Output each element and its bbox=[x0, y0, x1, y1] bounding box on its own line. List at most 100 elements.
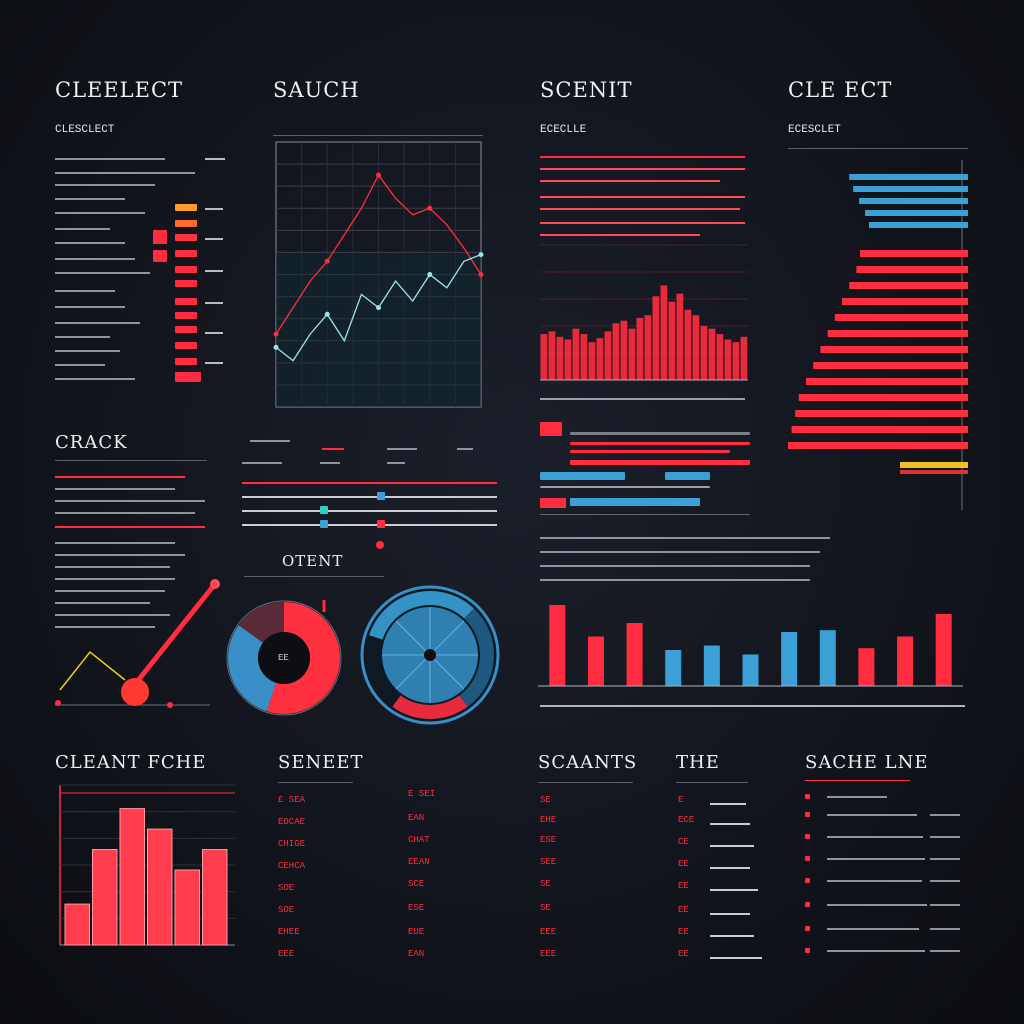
bottom-3-list: SE EHE ESE SEE SE SE EEE EEE bbox=[540, 795, 635, 965]
mixed-bar bbox=[549, 605, 566, 686]
column-bar bbox=[604, 331, 612, 380]
column-bar bbox=[708, 328, 716, 380]
list-item: £ SEA bbox=[278, 795, 306, 805]
list-item: ECE bbox=[678, 815, 695, 825]
line-point bbox=[273, 331, 279, 337]
column-bar bbox=[668, 301, 676, 380]
line-point bbox=[478, 272, 484, 277]
panel-3-text-block bbox=[540, 150, 750, 240]
column-bar bbox=[676, 293, 684, 380]
list-item: EEE bbox=[540, 927, 557, 937]
hbar-yellow bbox=[900, 462, 968, 468]
gauge-needle-graphic bbox=[55, 579, 220, 708]
mixed-bar bbox=[819, 630, 836, 686]
line-point bbox=[376, 305, 381, 311]
bottom-title-1: CLEANT FCHE bbox=[55, 752, 207, 773]
hbar-blue bbox=[865, 210, 968, 216]
list-item: SOE bbox=[278, 883, 295, 893]
column-bar bbox=[700, 326, 708, 380]
list-item: EE bbox=[678, 859, 689, 869]
bottom-3-rule bbox=[538, 782, 633, 783]
donut-slice bbox=[228, 625, 276, 712]
donut-slice bbox=[266, 602, 340, 714]
column-bar bbox=[684, 309, 692, 380]
list-item: EEE bbox=[278, 949, 295, 959]
mid-left-text-block bbox=[55, 470, 215, 640]
panel-3-subtitle: ECECLLE bbox=[540, 124, 587, 136]
mixed-chart-axis-labels bbox=[540, 700, 965, 712]
mixed-bar bbox=[665, 650, 682, 686]
panel-3-axis-labels bbox=[540, 392, 750, 406]
list-item: EHEE bbox=[278, 927, 300, 937]
mid-right-text-block bbox=[540, 535, 840, 585]
column-bar bbox=[732, 342, 740, 380]
bottom-title-3: SCAANTS bbox=[538, 752, 638, 773]
mixed-bar bbox=[703, 645, 720, 686]
dial-segment bbox=[392, 695, 468, 719]
panel-2-rule bbox=[273, 135, 483, 136]
list-item: EE bbox=[678, 927, 689, 937]
column-bar bbox=[588, 342, 596, 380]
mixed-bar bbox=[897, 636, 914, 686]
panel-3-progress-bars bbox=[540, 420, 750, 520]
list-item: CE bbox=[678, 837, 689, 847]
line-point bbox=[427, 205, 433, 211]
list-item: ESE bbox=[408, 903, 425, 913]
list-item: SEE bbox=[540, 857, 557, 867]
gauge-rule bbox=[244, 576, 384, 577]
list-item: E bbox=[678, 795, 684, 805]
mixed-bar bbox=[935, 614, 952, 686]
bottom-5-list bbox=[805, 792, 965, 967]
small-bar bbox=[147, 828, 173, 946]
column-bar bbox=[612, 323, 620, 380]
column-bar bbox=[660, 285, 668, 380]
column-bar bbox=[644, 315, 652, 380]
column-bar bbox=[564, 339, 572, 380]
panel-1-subtitle: CLESCLECT bbox=[55, 124, 115, 136]
hbar-red bbox=[806, 378, 968, 385]
line-point bbox=[324, 311, 330, 317]
hbar-red bbox=[834, 314, 968, 321]
mid-left-title: CRACK bbox=[55, 432, 128, 453]
list-item: SOE bbox=[278, 905, 295, 915]
list-item: EAN bbox=[408, 949, 425, 959]
column-bar bbox=[548, 331, 556, 380]
donut-center-label: EE bbox=[278, 653, 289, 663]
line-point bbox=[273, 344, 279, 350]
hbar-red bbox=[849, 282, 968, 289]
hbar-red bbox=[856, 266, 968, 273]
panel-title-4: CLE ECT bbox=[788, 78, 893, 102]
bottom-2-list-left: £ SEA EOCAE CHIGE CEHCA SOE SOE EHEE EEE bbox=[278, 795, 368, 965]
list-item: EAN bbox=[408, 813, 425, 823]
gauge-title: OTENT bbox=[282, 552, 344, 570]
line-chart bbox=[273, 141, 484, 408]
list-item: CHIGE bbox=[278, 839, 306, 849]
bottom-5-rule bbox=[805, 780, 910, 781]
panel-title-3: SCENIT bbox=[540, 78, 633, 102]
small-bar bbox=[202, 849, 228, 946]
panel-title-1: CLEELECT bbox=[55, 78, 184, 102]
bottom-title-2: SENEET bbox=[278, 752, 364, 773]
hbar-red bbox=[827, 330, 968, 337]
list-item: EUE bbox=[408, 927, 425, 937]
column-chart bbox=[540, 244, 748, 381]
column-bar bbox=[620, 320, 628, 380]
list-item: EE bbox=[678, 905, 689, 915]
hbar-red bbox=[842, 298, 968, 305]
horizontal-bar-chart bbox=[788, 160, 968, 510]
mixed-bar bbox=[742, 654, 759, 686]
gauge-dots bbox=[322, 541, 384, 612]
column-bar bbox=[724, 339, 732, 380]
hbar-red bbox=[860, 250, 968, 257]
hbar-blue bbox=[859, 198, 968, 204]
column-bar bbox=[596, 338, 604, 380]
list-item: EEAN bbox=[408, 857, 430, 867]
mixed-bar bbox=[587, 636, 604, 686]
panel-4-rule bbox=[788, 148, 968, 149]
column-bar bbox=[540, 334, 548, 380]
hbar-red bbox=[788, 442, 968, 449]
line-point bbox=[427, 272, 433, 277]
hbar-blue bbox=[849, 174, 968, 180]
bottom-4-list: E ECE CE EE EE EE EE EE bbox=[678, 795, 778, 965]
list-item: SE bbox=[540, 879, 551, 889]
